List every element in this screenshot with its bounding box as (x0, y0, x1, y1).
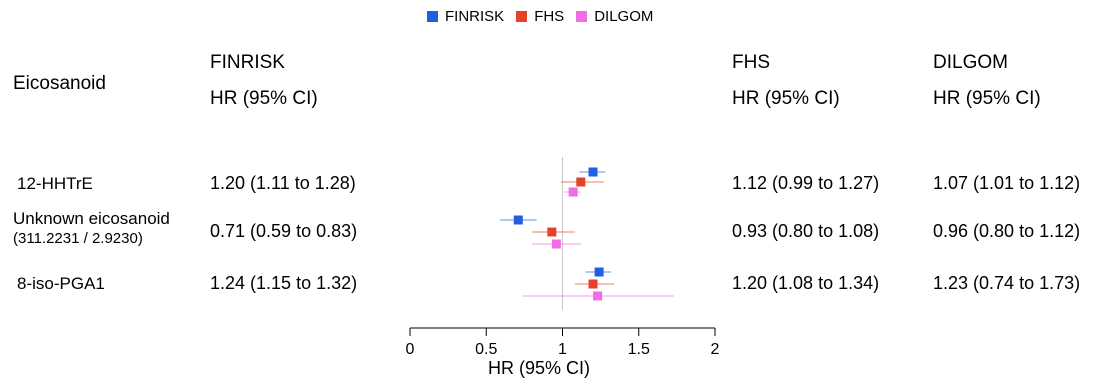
header-fhs: FHS (732, 52, 770, 73)
header-eicosanoid: Eicosanoid (13, 73, 106, 94)
x-tick-label: 2 (711, 341, 720, 358)
row-label: 12-HHTrE (17, 174, 93, 193)
header-finrisk-sub: HR (95% CI) (210, 88, 318, 109)
point-dilgom (551, 239, 561, 249)
legend-label-finrisk: FINRISK (445, 8, 505, 25)
point-fhs (547, 227, 557, 237)
dilgom-estimate-text: 0.96 (0.80 to 1.12) (933, 221, 1081, 241)
dilgom-estimate-text: 1.23 (0.74 to 1.73) (933, 273, 1081, 293)
header-finrisk: FINRISK (210, 52, 285, 73)
legend-swatch-dilgom (576, 11, 588, 22)
point-finrisk (513, 215, 523, 225)
point-fhs (588, 279, 598, 289)
legend-swatch-fhs (516, 11, 528, 22)
legend-label-dilgom: DILGOM (594, 8, 654, 25)
point-finrisk (594, 267, 604, 277)
point-fhs (576, 177, 586, 187)
point-finrisk (588, 167, 598, 177)
legend-item-dilgom: DILGOM (576, 8, 653, 25)
x-tick-label: 0 (406, 341, 415, 358)
dilgom-estimate-text: 1.07 (1.01 to 1.12) (933, 173, 1081, 193)
point-dilgom (593, 291, 603, 301)
fhs-estimate-text: 1.20 (1.08 to 1.34) (732, 273, 880, 293)
legend-item-fhs: FHS (516, 8, 564, 25)
legend-label-fhs: FHS (534, 8, 565, 25)
row-sublabel: (311.2231 / 2.9230) (13, 230, 143, 247)
header-fhs-sub: HR (95% CI) (732, 88, 840, 109)
x-tick-label: 1 (558, 341, 567, 358)
x-tick-label: 1.5 (628, 341, 650, 358)
row-label: 8-iso-PGA1 (17, 274, 105, 293)
header-dilgom: DILGOM (933, 52, 1008, 73)
row-label: Unknown eicosanoid (13, 209, 170, 228)
x-axis-label: HR (95% CI) (488, 358, 591, 378)
x-tick-label: 0.5 (475, 341, 497, 358)
finrisk-estimate-text: 1.20 (1.11 to 1.28) (210, 173, 356, 193)
legend-swatch-finrisk (427, 11, 438, 22)
legend: FINRISK FHS DILGOM (427, 8, 665, 25)
finrisk-estimate-text: 1.24 (1.15 to 1.32) (210, 273, 358, 293)
header-dilgom-sub: HR (95% CI) (933, 88, 1041, 109)
legend-item-finrisk: FINRISK (427, 8, 504, 25)
finrisk-estimate-text: 0.71 (0.59 to 0.83) (210, 221, 358, 241)
fhs-estimate-text: 1.12 (0.99 to 1.27) (732, 173, 880, 193)
point-dilgom (568, 187, 578, 197)
fhs-estimate-text: 0.93 (0.80 to 1.08) (732, 221, 880, 241)
